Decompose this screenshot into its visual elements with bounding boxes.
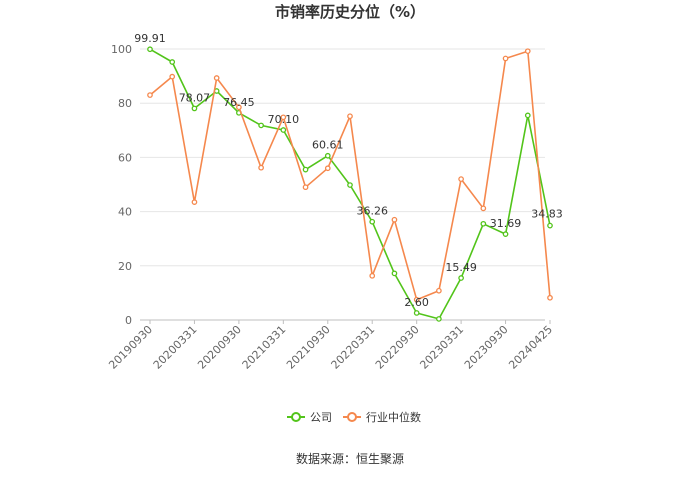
data-point <box>213 75 220 81</box>
data-point <box>413 296 420 303</box>
data-point <box>236 104 242 111</box>
data-label: 15.49 <box>445 261 477 274</box>
chart-title: 市销率历史分位（%） <box>275 3 425 21</box>
data-point <box>324 152 331 159</box>
y-tick-label: 100 <box>111 43 132 56</box>
data-point <box>391 270 398 277</box>
data-point <box>524 48 531 55</box>
data-point <box>547 294 553 301</box>
data-point <box>280 114 287 121</box>
data-point <box>391 216 398 223</box>
data-label: 78.07 <box>179 91 211 104</box>
y-tick-label: 80 <box>118 97 132 110</box>
legend-swatch-marker <box>291 412 301 422</box>
axes: 0204060801002019093020200331202009302021… <box>106 43 555 372</box>
data-point <box>147 46 153 53</box>
legend-item-0[interactable]: 公司 <box>287 411 332 424</box>
data-point <box>191 199 198 205</box>
x-tick-label: 20230331 <box>417 323 466 372</box>
data-label: 34.83 <box>531 208 563 221</box>
x-tick-label: 20220331 <box>329 323 378 372</box>
data-point <box>147 92 153 98</box>
data-point <box>369 272 376 279</box>
x-tick-label: 20220930 <box>373 323 422 372</box>
data-point <box>524 112 531 119</box>
y-tick-label: 60 <box>118 151 132 164</box>
data-point <box>258 164 264 171</box>
data-label: 2.60 <box>404 296 429 309</box>
data-point <box>302 166 309 173</box>
data-label: 76.45 <box>223 96 255 109</box>
data-labels: 99.91 78.07 76.45 70.10 60.61 36.26 2.60 15.49 3… <box>134 32 563 309</box>
data-point <box>458 176 464 182</box>
data-point <box>347 113 353 120</box>
data-label: 31.69 <box>490 217 522 230</box>
y-tick-label: 20 <box>118 260 132 273</box>
data-point <box>436 287 442 294</box>
data-label: 70.10 <box>268 113 300 126</box>
legend-swatch-marker <box>347 412 357 422</box>
data-point <box>547 222 553 229</box>
data-point <box>280 127 287 133</box>
data-point <box>436 316 442 322</box>
data-point <box>502 55 509 62</box>
data-point <box>413 310 420 316</box>
legend-item-1[interactable]: 行业中位数 <box>343 410 421 424</box>
data-point <box>169 73 176 80</box>
data-point <box>324 165 331 172</box>
data-point <box>480 220 487 227</box>
data-point <box>369 218 376 225</box>
x-tick-label: 20200331 <box>151 323 200 372</box>
data-source-note: 数据来源：恒生聚源 <box>296 451 404 466</box>
data-label: 36.26 <box>356 205 388 218</box>
data-label: 99.91 <box>134 32 166 45</box>
y-tick-label: 0 <box>125 314 132 327</box>
x-tick-label: 20210331 <box>240 323 289 372</box>
legend[interactable]: 公司 行业中位数 <box>287 410 421 424</box>
grid-lines <box>140 48 545 267</box>
data-point <box>480 205 487 212</box>
x-tick-label: 20190930 <box>106 323 155 372</box>
legend-label: 行业中位数 <box>366 410 421 424</box>
series-lines <box>147 46 553 322</box>
data-point <box>258 122 264 129</box>
data-point <box>458 275 464 281</box>
series-line-1 <box>149 50 551 301</box>
data-point <box>191 105 198 112</box>
x-tick-label: 20240425 <box>506 323 555 372</box>
x-tick-label: 20200930 <box>195 323 244 372</box>
x-tick-label: 20230930 <box>462 323 511 372</box>
data-point <box>347 182 353 188</box>
data-point <box>169 59 176 65</box>
y-tick-label: 40 <box>118 206 132 219</box>
legend-label: 公司 <box>310 411 332 424</box>
data-point <box>302 184 309 191</box>
data-label: 60.61 <box>312 139 344 152</box>
data-point <box>502 231 509 237</box>
x-tick-label: 20210930 <box>284 323 333 372</box>
